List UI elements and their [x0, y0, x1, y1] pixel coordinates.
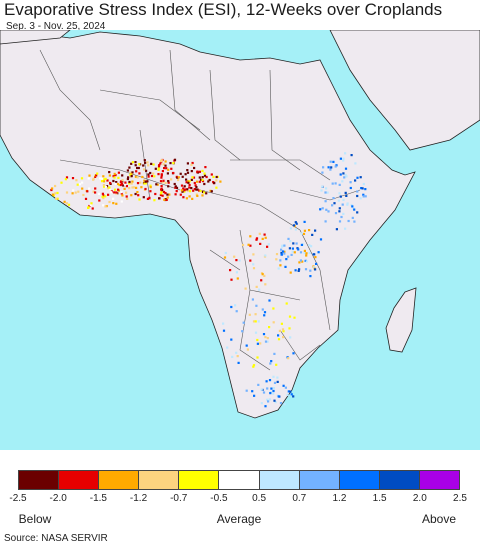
country-border-8	[199, 189, 301, 231]
legend-below-label: Below	[18, 512, 52, 526]
country-border-5	[230, 159, 331, 181]
legend-tick-label: 0.7	[292, 493, 307, 504]
country-border-12	[279, 329, 321, 361]
country-border-14	[289, 189, 361, 201]
legend-swatch-7	[299, 471, 340, 489]
legend-swatch-2	[99, 471, 140, 489]
legend-swatch-10	[419, 471, 460, 489]
esi-anomaly-pixels	[50, 152, 367, 408]
legend-swatch-4	[179, 471, 220, 489]
country-border-6	[59, 159, 181, 191]
africa-continent	[0, 31, 416, 419]
legend-swatch-9	[379, 471, 420, 489]
legend-swatch-1	[59, 471, 100, 489]
legend-tick-label: -2.0	[49, 493, 67, 504]
country-border-4	[269, 69, 301, 171]
iberia	[0, 30, 71, 45]
legend-tick-label: -0.5	[210, 493, 228, 504]
legend-average-label: Average	[216, 512, 262, 526]
country-border-0	[39, 49, 101, 151]
legend-swatch-6	[259, 471, 300, 489]
legend-tick-label: -1.2	[129, 493, 148, 504]
country-border-3	[209, 69, 241, 161]
country-border-11	[239, 289, 271, 371]
country-border-2	[169, 49, 211, 141]
legend-swatch-3	[139, 471, 180, 489]
legend-swatch-5	[219, 471, 260, 489]
legend-tick-label: -1.5	[89, 493, 107, 504]
legend-swatch-8	[339, 471, 380, 489]
madagascar	[385, 287, 417, 353]
legend-tick-label: -0.7	[170, 493, 188, 504]
legend-tick-label: 2.0	[412, 493, 427, 504]
legend-tick-label: 1.2	[332, 493, 347, 504]
legend-tick-label: -2.5	[9, 493, 27, 504]
country-border-7	[139, 129, 151, 201]
country-border-13	[209, 249, 241, 271]
country-border-10	[299, 229, 331, 331]
legend-above-label: Above	[421, 512, 457, 526]
map-title: Evaporative Stress Index (ESI), 12-Weeks…	[4, 0, 443, 19]
legend-tick-label: 2.5	[453, 493, 467, 504]
legend-tick-label: 1.5	[372, 493, 387, 504]
arabian-peninsula	[329, 30, 480, 151]
landmass	[0, 30, 480, 419]
color-legend	[18, 470, 460, 490]
legend-swatch-0	[19, 471, 60, 489]
country-borders	[39, 49, 361, 371]
africa-map	[0, 30, 480, 450]
legend-tick-label: 0.5	[252, 493, 267, 504]
source-credit: Source: NASA SERVIR	[4, 533, 108, 544]
date-range: Sep. 3 - Nov. 25, 2024	[6, 21, 106, 32]
